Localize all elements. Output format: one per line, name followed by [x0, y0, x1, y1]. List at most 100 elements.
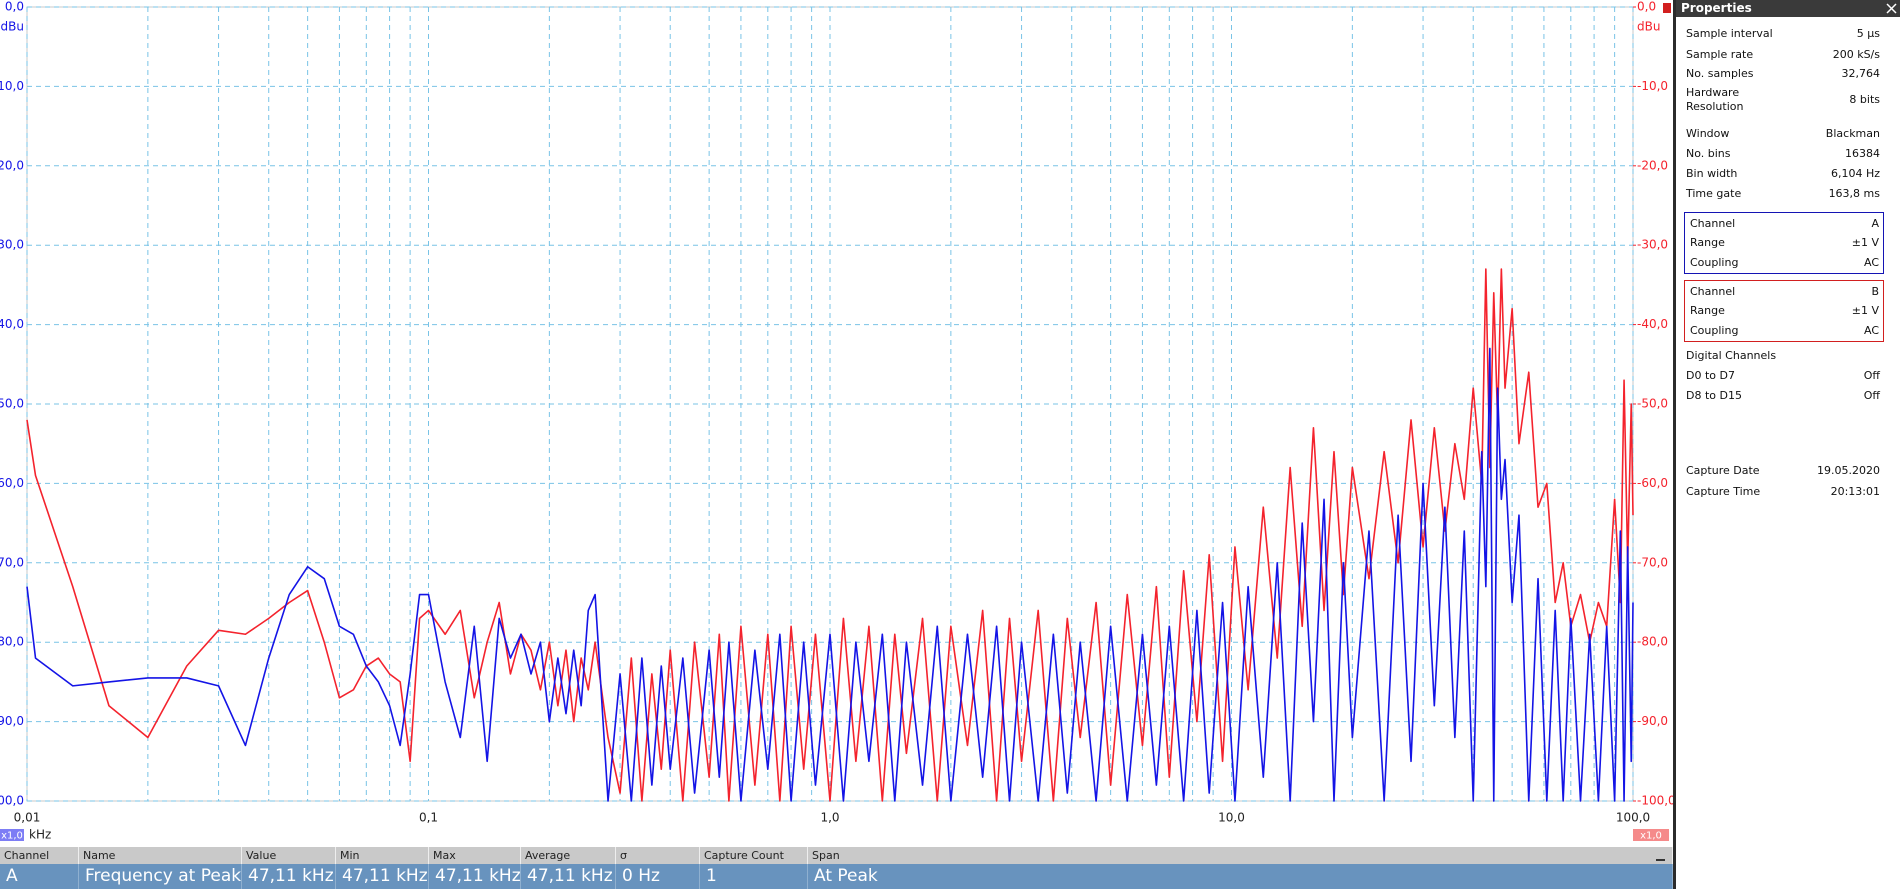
y2-scale-label: x1,0 — [1640, 831, 1662, 842]
property-label: Window — [1686, 127, 1730, 140]
property-label: Time gate — [1686, 187, 1742, 200]
column-header: Span — [808, 847, 1673, 864]
property-label: Sample interval — [1686, 27, 1773, 40]
y-tick-label: -90,0 — [0, 714, 24, 728]
y2-tick-label: -100,0 — [1637, 794, 1673, 808]
property-value: 19.05.2020 — [1817, 464, 1880, 477]
y-scale-tag — [0, 829, 24, 841]
y2-tick-label: -40,0 — [1637, 317, 1668, 331]
y-tick-label: -30,0 — [0, 238, 24, 252]
y-tick-label: -50,0 — [0, 397, 24, 411]
x-tick-label: 100,0 — [1616, 811, 1650, 825]
property-value: 20:13:01 — [1830, 485, 1880, 498]
property-value: Off — [1863, 369, 1880, 382]
y2-tick-label: 0,0 — [1637, 0, 1656, 14]
property-value: AC — [1863, 324, 1879, 337]
table-header-bg — [0, 847, 1673, 864]
table-cell: Frequency at Peak — [79, 864, 242, 889]
property-value: Off — [1863, 389, 1880, 402]
y-tick-label: -10,0 — [0, 79, 24, 93]
x-tick-label: 0,1 — [419, 811, 438, 825]
y-tick-label: -20,0 — [0, 158, 24, 172]
column-header: Max — [429, 847, 521, 864]
close-button[interactable] — [1886, 3, 1897, 14]
property-label: D0 to D7 — [1686, 369, 1735, 382]
y-tick-label: -80,0 — [0, 635, 24, 649]
property-label: D8 to D15 — [1686, 389, 1742, 402]
y2-scale-tag — [1633, 829, 1669, 841]
property-label: No. samples — [1686, 67, 1754, 80]
property-label: Channel — [1690, 217, 1736, 230]
property-value: 8 bits — [1849, 93, 1880, 106]
property-value: 6,104 Hz — [1830, 167, 1880, 180]
table-cell: 47,11 kHz — [521, 864, 616, 889]
property-value: A — [1871, 217, 1879, 230]
property-label: Capture Time — [1686, 485, 1761, 498]
minimize-button[interactable] — [1656, 859, 1665, 861]
table-row-bg — [0, 864, 1673, 889]
table-cell: 0 Hz — [616, 864, 700, 889]
property-value: Blackman — [1825, 127, 1880, 140]
y2-tick-label: -50,0 — [1637, 397, 1668, 411]
y-tick-label: -40,0 — [0, 317, 24, 331]
y-tick-label: -70,0 — [0, 555, 24, 569]
property-value: 5 µs — [1856, 27, 1880, 40]
y2-tick-label: -20,0 — [1637, 158, 1668, 172]
property-value: ±1 V — [1851, 236, 1879, 249]
y-axis-unit: dBu — [1, 20, 24, 34]
property-label: Sample rate — [1686, 48, 1754, 61]
property-label: Coupling — [1690, 324, 1739, 337]
table-cell: 47,11 kHz — [336, 864, 429, 889]
column-header: Value — [242, 847, 336, 864]
properties-panel: Properties Sample interval 5 µs Sample rat… — [1673, 0, 1900, 889]
property-value: 16384 — [1845, 147, 1880, 160]
property-label: Range — [1690, 304, 1725, 317]
table-cell: 1 — [700, 864, 808, 889]
column-header: Average — [521, 847, 616, 864]
x-tick-label: 1,0 — [820, 811, 839, 825]
property-label: No. bins — [1686, 147, 1731, 160]
y2-tick-label: -30,0 — [1637, 238, 1668, 252]
y2-axis-unit: dBu — [1637, 20, 1660, 34]
y2-tick-label: -10,0 — [1637, 79, 1668, 93]
trigger-marker — [1663, 3, 1671, 13]
y-tick-label: 0,0 — [5, 0, 24, 14]
property-value: ±1 V — [1851, 304, 1879, 317]
property-value: 32,764 — [1841, 67, 1881, 80]
y2-tick-label: -60,0 — [1637, 476, 1668, 490]
x-axis-unit: kHz — [29, 828, 51, 842]
column-header: Name — [79, 847, 242, 864]
table-cell: 47,11 kHz — [242, 864, 336, 889]
x-tick-label: 10,0 — [1218, 811, 1245, 825]
property-label: Hardware Resolution — [1686, 86, 1744, 113]
property-value: 163,8 ms — [1828, 187, 1880, 200]
channel-box: Channel A Range ±1 V Coupling AC — [1684, 212, 1884, 274]
table-cell: A — [0, 864, 79, 889]
measurements-table: Channel Name Value Min Max Average σ Capture Co… — [0, 847, 1673, 889]
y-scale-label: x1,0 — [1, 831, 23, 842]
y2-tick-label: -90,0 — [1637, 714, 1668, 728]
column-header: Min — [336, 847, 429, 864]
x-tick-label: 0,01 — [14, 811, 41, 825]
property-value: 200 kS/s — [1832, 48, 1880, 61]
y2-tick-label: -70,0 — [1637, 555, 1668, 569]
table-cell: At Peak — [808, 864, 1673, 889]
column-header: Capture Count — [700, 847, 808, 864]
property-label: Range — [1690, 236, 1725, 249]
panel-title: Properties — [1676, 0, 1900, 17]
y-tick-label: -60,0 — [0, 476, 24, 490]
series-line — [26, 347, 1634, 802]
property-label: Bin width — [1686, 167, 1738, 180]
property-label: Coupling — [1690, 256, 1739, 269]
property-value: B — [1871, 285, 1879, 298]
property-label: Capture Date — [1686, 464, 1760, 477]
table-cell: 47,11 kHz — [429, 864, 521, 889]
y2-tick-label: -80,0 — [1637, 635, 1668, 649]
y-tick-label: -100,0 — [0, 794, 24, 808]
property-value: AC — [1863, 256, 1879, 269]
section-title: Digital Channels — [1686, 349, 1777, 362]
column-header: Channel — [0, 847, 79, 864]
chart: 0,01 0,1 1,0 10,0 100,0 0,0 -10,0 -20,0 -30,0 -40… — [0, 0, 1673, 842]
column-header: σ — [616, 847, 700, 864]
